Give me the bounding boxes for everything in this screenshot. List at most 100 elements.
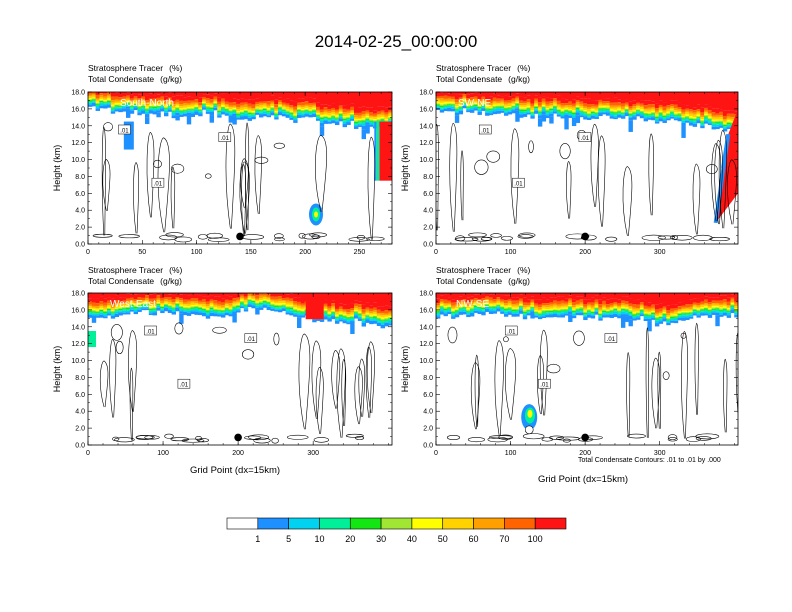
- condensate-contour: [204, 173, 212, 179]
- tracer-cell: [103, 105, 108, 109]
- tracer-cell: [179, 294, 184, 299]
- tracer-cell: [259, 109, 264, 111]
- condensate-contour: [341, 359, 347, 427]
- tracer-cell: [114, 310, 119, 312]
- tracer-cell: [636, 114, 641, 117]
- tracer-cell: [643, 111, 648, 113]
- tracer-cell: [628, 110, 633, 112]
- tracer-cell: [556, 301, 562, 305]
- tracer-cell: [270, 95, 275, 101]
- tracer-cell: [443, 306, 448, 308]
- tracer-cell: [228, 97, 233, 103]
- tracer-cell: [331, 307, 336, 310]
- tracer-cell: [350, 115, 355, 117]
- tracer-cell: [458, 299, 464, 302]
- tracer-cell: [316, 106, 321, 110]
- tracer-cell: [700, 303, 705, 306]
- tracer-cell: [205, 308, 211, 310]
- tracer-cell: [632, 313, 637, 315]
- tracer-cell: [365, 107, 370, 111]
- tracer-cell: [617, 106, 622, 109]
- tracer-cell: [118, 303, 123, 305]
- tracer-cell: [205, 92, 211, 95]
- tracer-cell: [492, 93, 497, 98]
- tracer-cell: [454, 293, 460, 299]
- tracer-cell: [485, 307, 490, 310]
- tracer-cell: [719, 124, 724, 127]
- tracer-cell: [454, 298, 460, 303]
- tracer-cell: [255, 105, 260, 108]
- tracer-cell: [598, 316, 603, 319]
- condensate-contour: [253, 437, 271, 444]
- tracer-cell: [681, 119, 686, 121]
- tracer-cell: [515, 305, 520, 308]
- tracer-cell: [534, 314, 539, 316]
- tracer-cell: [346, 309, 351, 313]
- tracer-cell: [183, 293, 188, 295]
- tracer-cell: [530, 296, 535, 300]
- tracer-cell: [331, 119, 336, 121]
- tracer-cell: [496, 307, 501, 309]
- tracer-cell: [651, 117, 656, 121]
- tracer-cell: [700, 125, 705, 129]
- tracer-cell: [545, 309, 550, 311]
- tracer-cell: [148, 301, 154, 305]
- tracer-cell: [658, 318, 664, 320]
- tracer-cell: [624, 110, 630, 112]
- tracer-cell: [232, 306, 237, 308]
- tracer-cell: [492, 304, 497, 306]
- tracer-cell: [519, 300, 524, 303]
- tracer-cell: [361, 125, 366, 130]
- tracer-cell: [266, 101, 271, 105]
- tracer-cell: [300, 314, 306, 316]
- tracer-cell: [704, 113, 709, 116]
- tracer-cell: [316, 92, 321, 103]
- tracer-cell: [331, 115, 336, 117]
- tracer-cell: [496, 108, 501, 111]
- tracer-cell: [118, 106, 123, 108]
- tracer-cell: [496, 304, 501, 306]
- tracer-cell: [266, 112, 271, 115]
- tracer-cell: [285, 302, 290, 305]
- tracer-cell: [342, 320, 347, 324]
- tracer-cell: [274, 117, 279, 120]
- tracer-cell: [198, 111, 203, 114]
- tracer-cell: [289, 302, 294, 305]
- tracer-cell: [469, 312, 475, 317]
- tracer-cell: [503, 293, 509, 296]
- tracer-cell: [129, 104, 135, 107]
- tracer-cell: [503, 311, 509, 314]
- y-tick-label: 6.0: [423, 392, 433, 399]
- tracer-cell: [643, 105, 648, 109]
- tracer-cell: [507, 103, 513, 107]
- tracer-cell: [447, 293, 452, 298]
- tracer-cell: [388, 323, 392, 326]
- tracer-cell: [346, 119, 351, 123]
- tracer-cell: [285, 297, 290, 301]
- contour-label: .01: [514, 182, 523, 188]
- tracer-cell: [175, 112, 180, 116]
- tracer-cell: [568, 302, 573, 306]
- tracer-cell: [722, 295, 728, 300]
- tracer-cell: [365, 307, 370, 310]
- tracer-cell: [515, 93, 520, 97]
- main-title: 2014-02-25_00:00:00: [314, 32, 478, 51]
- tracer-cell: [605, 311, 611, 313]
- tracer-cell: [707, 119, 713, 120]
- tracer-cell: [278, 303, 283, 306]
- tracer-cell: [118, 105, 123, 107]
- tracer-cell: [373, 315, 378, 317]
- tracer-cell: [688, 316, 694, 319]
- tracer-cell: [190, 100, 195, 103]
- tracer-cell: [95, 293, 100, 299]
- tracer-cell: [639, 92, 645, 101]
- tracer-cell: [148, 293, 154, 295]
- tracer-cell: [183, 299, 188, 303]
- y-tick-label: 0.0: [423, 443, 433, 450]
- tracer-cell: [439, 95, 445, 99]
- tracer-cell: [99, 314, 104, 318]
- tracer-cell: [685, 108, 690, 111]
- tracer-cell: [696, 309, 701, 311]
- colorbar-swatch: [473, 517, 505, 530]
- tracer-cell: [156, 295, 161, 299]
